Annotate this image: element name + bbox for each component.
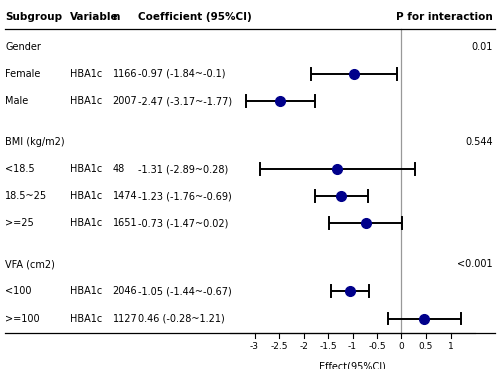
Text: Effect(95%CI): Effect(95%CI) — [319, 362, 386, 369]
Text: -2.5: -2.5 — [270, 342, 288, 351]
Text: HBA1c: HBA1c — [70, 286, 102, 296]
Text: 1474: 1474 — [112, 191, 137, 201]
Text: Coefficient (95%CI): Coefficient (95%CI) — [138, 11, 252, 22]
Text: -1.23 (-1.76~-0.69): -1.23 (-1.76~-0.69) — [138, 191, 231, 201]
Text: HBA1c: HBA1c — [70, 218, 102, 228]
Text: Male: Male — [5, 96, 28, 106]
Text: 0.46 (-0.28~1.21): 0.46 (-0.28~1.21) — [138, 314, 224, 324]
Text: 1127: 1127 — [112, 314, 137, 324]
Text: -1.5: -1.5 — [319, 342, 337, 351]
Text: -0.5: -0.5 — [368, 342, 386, 351]
Text: n: n — [112, 11, 120, 22]
Text: -2: -2 — [299, 342, 308, 351]
Text: 48: 48 — [112, 164, 125, 174]
Text: 1651: 1651 — [112, 218, 137, 228]
Text: 2007: 2007 — [112, 96, 137, 106]
Text: >=25: >=25 — [5, 218, 34, 228]
Text: 0.5: 0.5 — [419, 342, 433, 351]
Text: -3: -3 — [250, 342, 259, 351]
Text: Variable: Variable — [70, 11, 118, 22]
Text: -1.05 (-1.44~-0.67): -1.05 (-1.44~-0.67) — [138, 286, 231, 296]
Text: 0: 0 — [398, 342, 404, 351]
Text: HBA1c: HBA1c — [70, 314, 102, 324]
Text: Female: Female — [5, 69, 41, 79]
Text: -0.97 (-1.84~-0.1): -0.97 (-1.84~-0.1) — [138, 69, 225, 79]
Text: <0.001: <0.001 — [457, 259, 492, 269]
Text: Subgroup: Subgroup — [5, 11, 62, 22]
Text: HBA1c: HBA1c — [70, 69, 102, 79]
Text: -1.31 (-2.89~0.28): -1.31 (-2.89~0.28) — [138, 164, 228, 174]
Text: 0.01: 0.01 — [471, 42, 492, 52]
Text: >=100: >=100 — [5, 314, 40, 324]
Text: HBA1c: HBA1c — [70, 96, 102, 106]
Text: P for interaction: P for interaction — [396, 11, 492, 22]
Text: -1: -1 — [348, 342, 357, 351]
Text: HBA1c: HBA1c — [70, 164, 102, 174]
Text: 1166: 1166 — [112, 69, 137, 79]
Text: <18.5: <18.5 — [5, 164, 34, 174]
Text: VFA (cm2): VFA (cm2) — [5, 259, 55, 269]
Text: 2046: 2046 — [112, 286, 137, 296]
Text: 18.5~25: 18.5~25 — [5, 191, 47, 201]
Text: HBA1c: HBA1c — [70, 191, 102, 201]
Text: -0.73 (-1.47~0.02): -0.73 (-1.47~0.02) — [138, 218, 228, 228]
Text: -2.47 (-3.17~-1.77): -2.47 (-3.17~-1.77) — [138, 96, 232, 106]
Text: <100: <100 — [5, 286, 32, 296]
Text: BMI (kg/m2): BMI (kg/m2) — [5, 137, 64, 147]
Text: Gender: Gender — [5, 42, 41, 52]
Text: 1: 1 — [448, 342, 454, 351]
Text: 0.544: 0.544 — [465, 137, 492, 147]
